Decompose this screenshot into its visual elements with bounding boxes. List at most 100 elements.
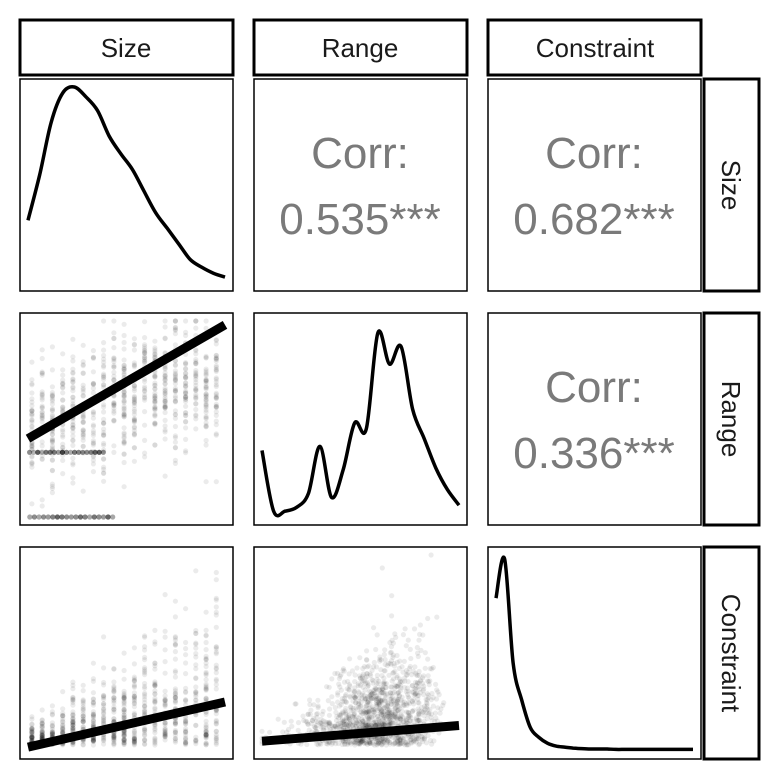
scatter-point [305, 711, 311, 718]
scatter-point [101, 718, 107, 724]
scatter-point [395, 737, 401, 743]
scatter-point [372, 687, 378, 693]
scatter-point [386, 722, 392, 728]
scatter-point [162, 647, 168, 653]
scatter-point [408, 734, 414, 740]
scatter-point [384, 739, 390, 745]
scatter-point [131, 428, 137, 434]
scatter-point [39, 414, 45, 420]
scatter-point [382, 738, 388, 744]
scatter-point [39, 707, 45, 713]
column-strip-range: Range [252, 18, 469, 77]
scatter-point [152, 374, 158, 380]
scatter-point [101, 376, 107, 383]
scatter-point [131, 739, 137, 745]
scatter-point [70, 394, 76, 400]
scatter-point [45, 514, 51, 520]
scatter-point [311, 702, 317, 708]
scatter-point [417, 678, 423, 684]
scatter-point [347, 683, 353, 689]
scatter-point [259, 728, 265, 734]
scatter-point [213, 649, 219, 655]
scatter-point [408, 740, 414, 746]
scatter-point [142, 358, 148, 364]
scatter-point [203, 734, 209, 740]
scatter-point [394, 673, 400, 679]
scatter-point [131, 678, 137, 684]
scatter-point [203, 378, 209, 384]
scatter-point [87, 514, 93, 520]
scatter-point [311, 715, 317, 721]
scatter-point [131, 403, 137, 409]
scatter-point [111, 706, 117, 712]
scatter-point [213, 666, 219, 672]
scatter-point [29, 419, 35, 425]
scatter-point [339, 741, 345, 748]
scatter-point [367, 723, 373, 729]
scatter-point [395, 716, 401, 722]
scatter-point [29, 382, 35, 388]
scatter-point [376, 699, 382, 706]
scatter-point [341, 668, 347, 674]
scatter-point [70, 727, 76, 733]
scatter-point [433, 681, 439, 688]
scatter-point [213, 479, 219, 485]
scatter-point [404, 742, 410, 748]
scatter-point [193, 395, 199, 401]
scatter-point [101, 432, 107, 438]
scatter-point [142, 704, 148, 710]
corr-size-range-value: 0.535*** [279, 195, 440, 244]
scatter-point [60, 729, 66, 735]
scatter-point [423, 696, 429, 703]
scatter-point [80, 437, 86, 443]
scatter-point [387, 650, 393, 656]
scatter-point [172, 642, 178, 648]
scatter-point [39, 392, 45, 398]
scatter-point [172, 445, 178, 451]
scatter-point [47, 449, 53, 455]
scatter-point [340, 719, 346, 725]
scatter-point [49, 445, 56, 451]
scatter-point [436, 692, 442, 698]
scatter-point [213, 353, 219, 359]
scatter-point [70, 722, 76, 729]
scatter-point [142, 737, 148, 743]
scatter-point [121, 712, 127, 718]
scatter-point [416, 684, 422, 690]
scatter-point [366, 663, 372, 669]
scatter-point [421, 713, 427, 719]
scatter-point [142, 360, 148, 366]
scatter-point [101, 701, 107, 707]
scatter-point [131, 736, 137, 742]
scatter-point [374, 741, 380, 747]
scatter-point [338, 702, 344, 708]
scatter-point [142, 703, 148, 709]
scatter-point [111, 689, 117, 695]
scatter-point [39, 416, 45, 422]
scatter-point [152, 738, 158, 744]
scatter-point [213, 390, 219, 396]
scatter-point [39, 720, 45, 726]
scatter-point [80, 449, 86, 455]
scatter-point [381, 675, 387, 681]
scatter-point [162, 423, 168, 429]
scatter-point [73, 514, 79, 520]
scatter-point [121, 736, 127, 742]
scatter-point [351, 711, 357, 717]
scatter-point [193, 568, 199, 574]
scatter-point [111, 364, 117, 370]
scatter-point [29, 417, 35, 423]
scatter-point [405, 691, 411, 698]
scatter-point [152, 660, 158, 667]
scatter-point [142, 729, 148, 735]
scatter-point [350, 714, 356, 720]
scatter-point [388, 649, 394, 656]
scatter-point [338, 672, 344, 678]
scatter-point [101, 456, 107, 462]
scatter-point [162, 473, 168, 479]
scatter-point [203, 660, 209, 666]
scatter-point [121, 439, 127, 445]
scatter-point [59, 514, 65, 520]
scatter-point [193, 737, 199, 744]
scatter-point [415, 700, 421, 706]
